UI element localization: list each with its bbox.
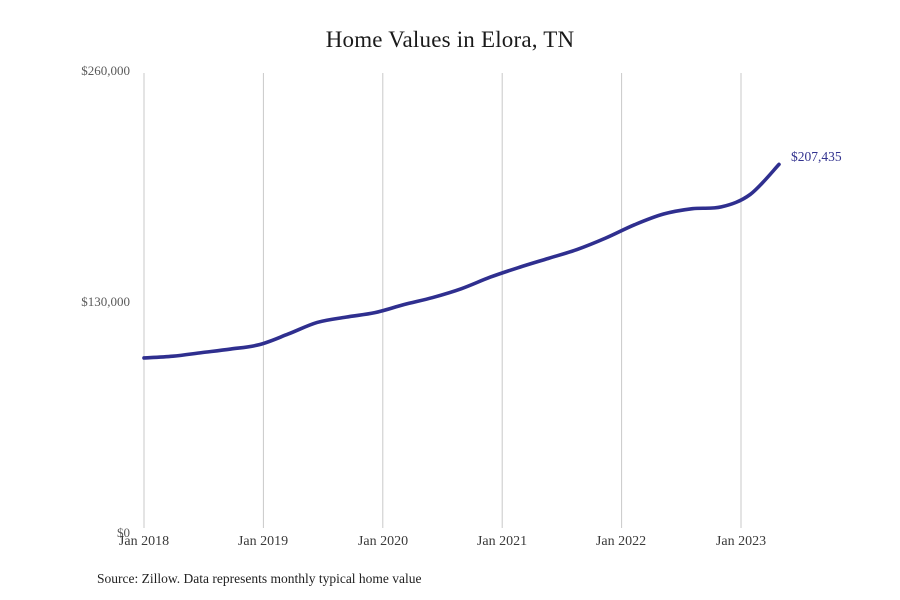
chart-title: Home Values in Elora, TN (325, 27, 575, 52)
y-tick-label-130000: $130,000 (81, 294, 130, 309)
y-tick-label-0: $0 (117, 525, 130, 540)
source-note: Source: Zillow. Data represents monthly … (97, 571, 422, 586)
y-axis: $260,000 $130,000 $0 (34, 0, 130, 600)
gridlines (143, 73, 742, 528)
x-tick-label-jan-2019: Jan 2019 (237, 534, 289, 549)
x-tick-label-jan-2020: Jan 2020 (357, 534, 409, 549)
x-tick-label-jan-2023: Jan 2023 (715, 534, 767, 549)
x-tick-label-jan-2022: Jan 2022 (595, 534, 647, 549)
end-value-annotation: $207,435 (791, 149, 842, 164)
x-tick-label-jan-2018: Jan 2018 (118, 534, 170, 549)
home-value-line-series (142, 162, 781, 360)
y-tick-label-260000: $260,000 (81, 63, 130, 78)
x-tick-label-jan-2021: Jan 2021 (476, 534, 528, 549)
